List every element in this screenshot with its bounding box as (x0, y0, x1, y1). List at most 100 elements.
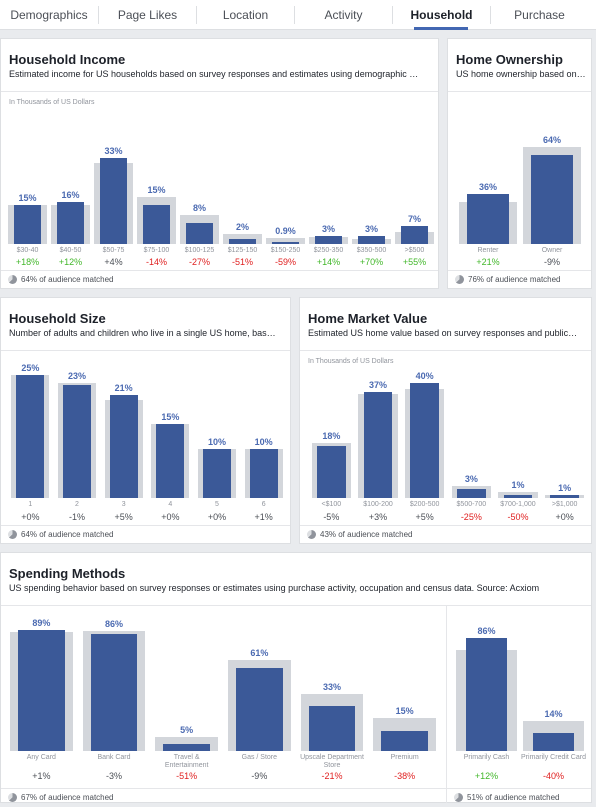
audience-match-footer: 51% of audience matched (447, 788, 591, 806)
change-vs-us-label: +5% (114, 512, 133, 522)
audience-bar[interactable] (203, 448, 231, 498)
change-vs-us-label: -9% (251, 771, 268, 781)
audience-bar[interactable] (109, 394, 138, 498)
audience-bar[interactable] (550, 495, 580, 498)
audience-bar[interactable] (249, 448, 278, 498)
audience-bar[interactable] (308, 706, 356, 751)
tab-divider (98, 6, 99, 24)
category-label: 4 (168, 501, 173, 508)
category-label: Premium (390, 754, 419, 761)
category-label: $200-500 (409, 501, 440, 508)
audience-bar[interactable] (236, 668, 283, 751)
category-label: $700-1,000 (500, 501, 536, 508)
tab-activity[interactable]: Activity (324, 8, 363, 22)
change-vs-us-label: +4% (104, 257, 123, 267)
category-label: 6 (261, 501, 266, 508)
audience-bar[interactable] (163, 744, 210, 751)
audience-bar[interactable] (90, 634, 138, 751)
category-label: $500-700 (456, 501, 487, 508)
audience-match-text: 76% of audience matched (468, 275, 561, 284)
audience-bar[interactable] (14, 204, 41, 244)
audience-bar[interactable] (63, 384, 91, 498)
household-income-panel: Household Income Estimated income for US… (0, 38, 439, 289)
category-label: 1 (28, 501, 33, 508)
household-size-chart: 25% 1 +0% 23% 2 -1% 21% 3 +5% 15% 4 +0% 10% 5 +0% 10% 6 +… (1, 298, 292, 545)
change-vs-us-label: -51% (176, 771, 198, 781)
change-vs-us-label: +5% (415, 512, 434, 522)
audience-bar[interactable] (456, 489, 486, 498)
tab-household[interactable]: Household (410, 8, 473, 22)
active-tab-underline (414, 27, 468, 30)
percent-label: 2% (235, 221, 249, 232)
audience-match-text: 64% of audience matched (21, 275, 114, 284)
percent-label: 3% (321, 224, 335, 235)
change-vs-us-label: -3% (105, 771, 122, 781)
percent-label: 15% (147, 185, 166, 195)
panel-title: Home Ownership (456, 52, 563, 67)
audience-bar[interactable] (143, 204, 170, 244)
spending-methods-panel: Spending Methods US spending behavior ba… (0, 552, 592, 803)
percent-label: 14% (544, 708, 563, 719)
category-label: $150-250 (270, 247, 301, 254)
change-vs-us-label: -9% (543, 257, 560, 267)
pie-chart-icon (455, 275, 464, 284)
category-label: Gas / Store (241, 754, 278, 761)
percent-label: 86% (104, 619, 123, 630)
tab-demographics[interactable]: Demographics (10, 8, 88, 22)
change-vs-us-label: +0% (207, 512, 227, 522)
audience-bar[interactable] (316, 446, 346, 498)
audience-bar[interactable] (186, 223, 213, 244)
audience-bar[interactable] (156, 424, 185, 498)
spending-methods-chart: 89% Any Card +1% 86% Bank Card -3% 5% Travel & … (1, 553, 593, 804)
category-label: Upscale Department Store (300, 754, 364, 769)
percent-label: 15% (395, 706, 414, 717)
percent-label: 18% (322, 431, 341, 442)
audience-bar[interactable] (57, 202, 84, 244)
audience-bar[interactable] (410, 382, 440, 498)
tab-page-likes[interactable]: Page Likes (117, 8, 178, 22)
audience-bar[interactable] (503, 495, 533, 498)
audience-match-footer: 64% of audience matched (1, 270, 438, 288)
audience-bar[interactable] (381, 730, 428, 751)
category-label: Renter (477, 247, 499, 254)
audience-bar[interactable] (466, 194, 510, 244)
audience-bar[interactable] (100, 157, 127, 244)
percent-label: 3% (464, 474, 478, 485)
audience-bar[interactable] (530, 155, 574, 244)
category-label: Bank Card (97, 754, 131, 761)
audience-bar[interactable] (358, 236, 385, 244)
household-size-panel: Household Size Number of adults and chil… (0, 297, 291, 544)
audience-bar[interactable] (18, 630, 65, 751)
percent-label: 8% (192, 203, 206, 214)
percent-label: 33% (322, 682, 341, 693)
audience-bar[interactable] (229, 238, 256, 244)
tab-location[interactable]: Location (222, 8, 269, 22)
change-vs-us-label: -21% (321, 771, 343, 781)
payment-type-chart: 86% Primarily Cash +12% 14% Primarily Credit… (447, 553, 593, 804)
audience-bar[interactable] (16, 374, 45, 498)
change-vs-us-label: -1% (68, 512, 85, 522)
audience-bar[interactable] (465, 638, 508, 751)
category-label: 2 (75, 501, 79, 508)
audience-match-text: 64% of audience matched (21, 530, 114, 539)
audience-bar[interactable] (532, 732, 575, 751)
audience-bar[interactable] (315, 236, 342, 244)
audience-bar[interactable] (363, 391, 393, 498)
category-label: $350-500 (356, 247, 387, 254)
household-income-chart: 15% $30-40 +18% 16% $40-50 +12% 33% $50-75 +4% 15… (1, 39, 440, 290)
percent-label: 1% (511, 480, 525, 491)
audience-match-text: 67% of audience matched (21, 793, 114, 802)
unit-label: In Thousands of US Dollars (308, 358, 394, 365)
category-label: $50-75 (102, 247, 125, 254)
tab-divider (196, 6, 197, 24)
pie-chart-icon (8, 530, 17, 539)
panel-title: Home Market Value (308, 311, 428, 326)
percent-label: 33% (104, 145, 123, 156)
home-market-value-chart: 18% <$100 -5% 37% $100-200 +3% 40% $200-500 +5% 3… (300, 298, 593, 545)
audience-match-footer: 67% of audience matched (1, 788, 446, 806)
audience-match-text: 43% of audience matched (320, 530, 413, 539)
tab-purchase[interactable]: Purchase (514, 8, 565, 22)
category-label: Primarily Credit Card (521, 754, 586, 761)
audience-bar[interactable] (401, 225, 428, 244)
audience-bar[interactable] (272, 241, 299, 244)
